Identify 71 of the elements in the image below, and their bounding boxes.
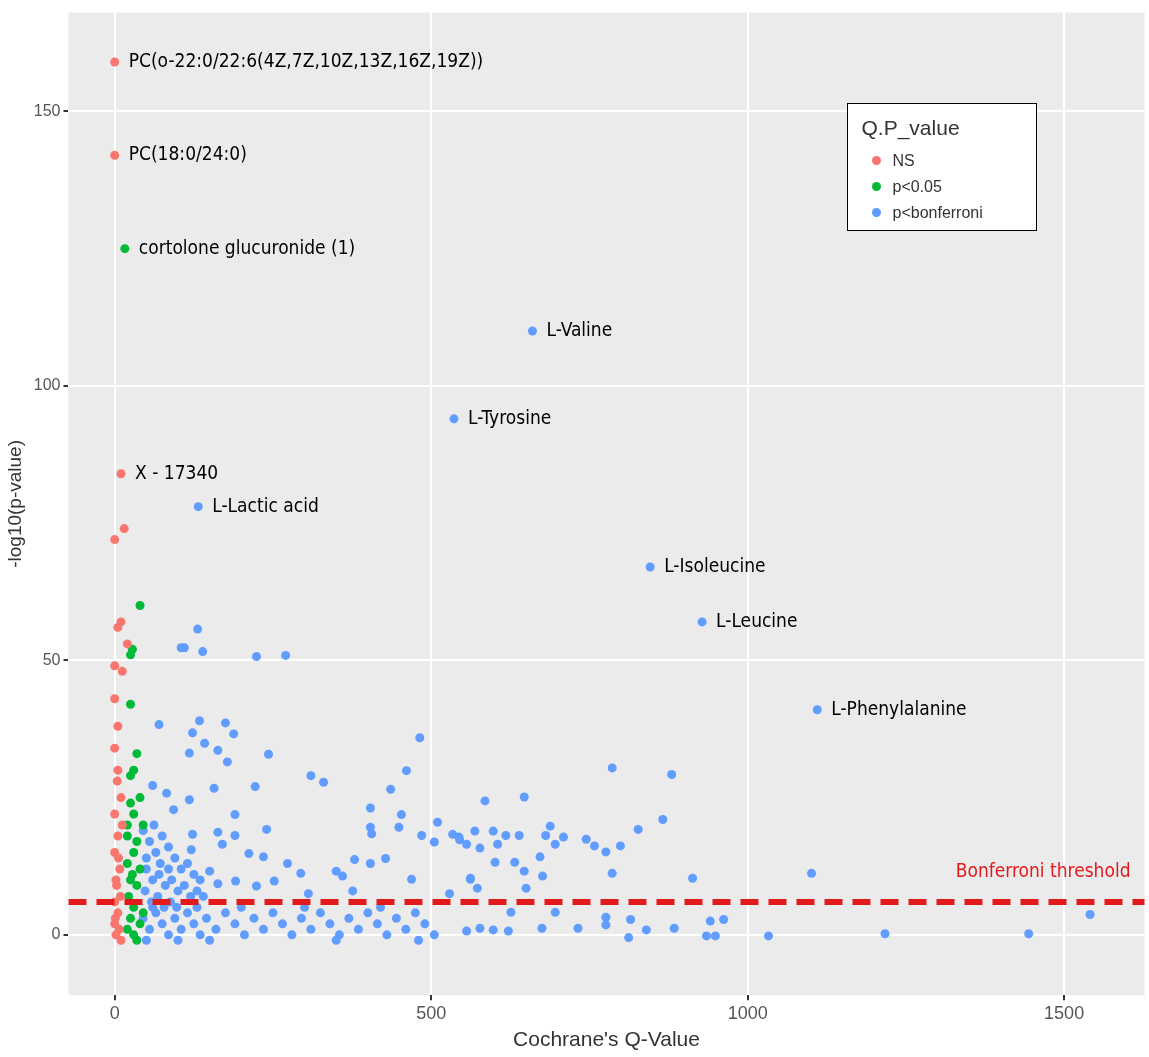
y-tick-label: 150 xyxy=(33,101,61,119)
point xyxy=(132,749,142,759)
point xyxy=(126,699,136,709)
point xyxy=(116,469,126,479)
ref-line-label: Bonferroni threshold xyxy=(955,859,1131,882)
point xyxy=(126,771,136,781)
point xyxy=(110,743,120,753)
annotation: L-Phenylalanine xyxy=(831,696,967,719)
point xyxy=(122,639,132,649)
point xyxy=(113,721,123,731)
point xyxy=(127,869,137,879)
y-tick-label: 50 xyxy=(42,650,61,668)
point xyxy=(117,666,127,676)
annotation: cortolone glucuronide (1) xyxy=(138,235,356,258)
point xyxy=(116,935,126,945)
point xyxy=(126,798,136,808)
point xyxy=(113,831,123,841)
annotation: L-Leucine xyxy=(716,608,798,631)
annotation: L-Isoleucine xyxy=(664,553,766,576)
point xyxy=(129,809,139,819)
annotation: L-Lactic acid xyxy=(212,493,319,516)
point xyxy=(132,880,142,890)
y-tick-label: 100 xyxy=(33,376,61,394)
point xyxy=(120,244,130,254)
point xyxy=(110,57,120,67)
legend-label: p<bonferroni xyxy=(892,203,983,222)
point xyxy=(110,809,120,819)
x-tick-label: 1500 xyxy=(1044,1002,1085,1023)
point xyxy=(122,858,132,868)
point xyxy=(110,661,120,671)
point xyxy=(114,853,123,863)
x-tick-label: 0 xyxy=(109,1002,120,1023)
point xyxy=(113,765,123,775)
point xyxy=(126,913,136,923)
point xyxy=(115,864,125,874)
annotation: X - 17340 xyxy=(135,460,219,483)
point xyxy=(117,820,127,830)
x-tick-label: 500 xyxy=(416,1002,447,1023)
point xyxy=(110,913,120,923)
annotation: PC(o-22:0/22:6(4Z,7Z,10Z,13Z,16Z,19Z)) xyxy=(128,48,484,71)
legend-title: Q.P_value xyxy=(861,115,961,140)
legend-label: NS xyxy=(892,151,915,170)
point xyxy=(122,831,132,841)
point xyxy=(135,864,145,874)
point xyxy=(129,847,139,857)
y-tick-label: 0 xyxy=(51,925,61,943)
annotation: L-Valine xyxy=(546,317,613,340)
point xyxy=(119,524,129,534)
point xyxy=(110,535,120,545)
point xyxy=(116,617,126,627)
x-tick-label: 1000 xyxy=(727,1002,768,1023)
point xyxy=(110,694,120,704)
point xyxy=(111,930,121,940)
point xyxy=(112,776,122,786)
point xyxy=(115,891,125,901)
point xyxy=(135,919,145,929)
point xyxy=(135,793,145,803)
point xyxy=(138,820,148,830)
point xyxy=(110,150,120,160)
point xyxy=(126,650,136,660)
annotation: L-Tyrosine xyxy=(467,405,552,428)
point xyxy=(116,793,126,803)
legend-label: p<0.05 xyxy=(892,177,942,196)
point xyxy=(122,924,132,934)
y-axis-title: -log10(p-value) xyxy=(3,440,25,568)
point xyxy=(132,837,142,846)
point xyxy=(132,935,142,945)
x-axis-title: Cochrane's Q-Value xyxy=(513,1027,700,1051)
annotation: PC(18:0/24:0) xyxy=(128,142,247,165)
point xyxy=(138,908,148,918)
point xyxy=(135,600,145,610)
